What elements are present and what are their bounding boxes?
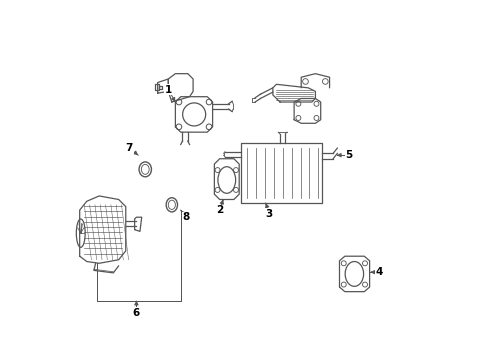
Text: 1: 1 bbox=[164, 85, 172, 95]
Text: 2: 2 bbox=[216, 205, 223, 215]
Text: 6: 6 bbox=[133, 308, 140, 318]
Text: 7: 7 bbox=[125, 143, 133, 153]
Text: 4: 4 bbox=[375, 267, 382, 277]
Text: 8: 8 bbox=[182, 212, 189, 222]
Text: 3: 3 bbox=[265, 209, 272, 219]
Text: 5: 5 bbox=[345, 150, 352, 160]
